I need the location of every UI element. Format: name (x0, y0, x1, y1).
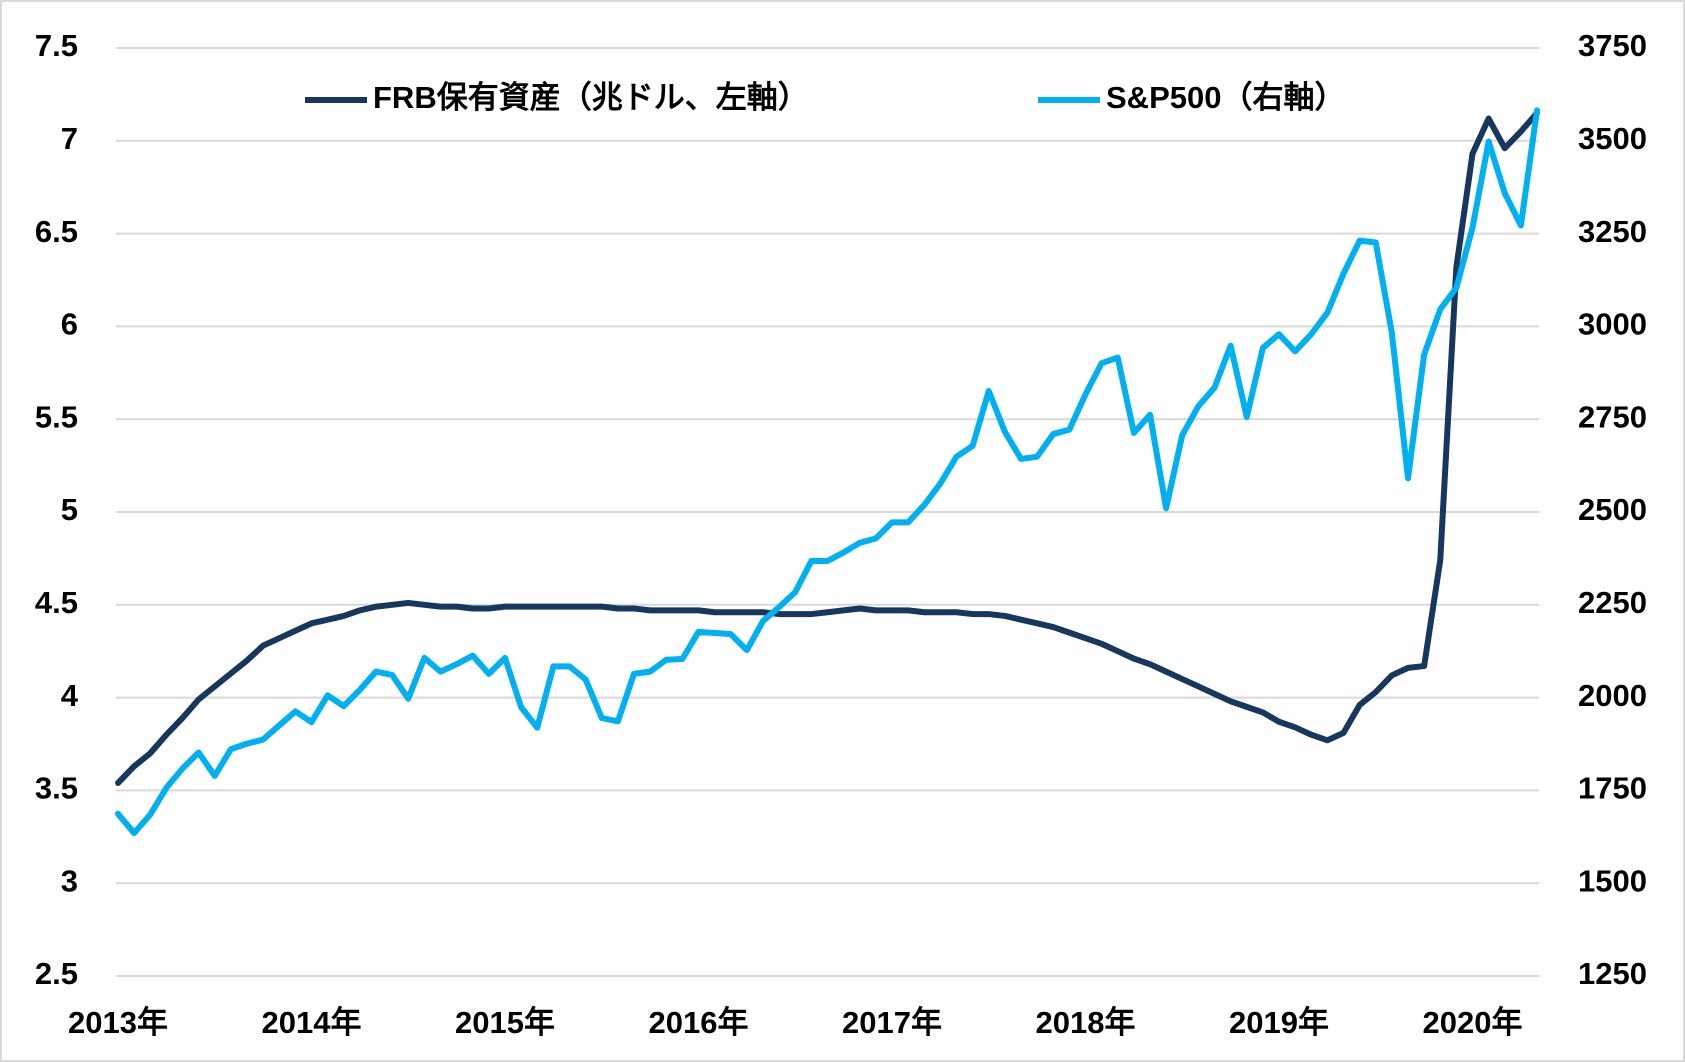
y2-tick-label: 2500 (1578, 492, 1647, 527)
y-tick-label: 5 (61, 492, 78, 527)
y-tick-label: 5.5 (35, 399, 78, 434)
y-tick-label: 3 (61, 863, 78, 898)
series-line (115, 109, 1540, 786)
x-tick-label: 2018年 (1036, 1005, 1136, 1040)
x-tick-label: 2019年 (1229, 1005, 1329, 1040)
y2-tick-label: 2000 (1578, 678, 1647, 713)
y-tick-label: 6.5 (35, 214, 78, 249)
x-tick-label: 2016年 (649, 1005, 749, 1040)
y2-tick-label: 2750 (1578, 399, 1647, 434)
y-tick-label: 3.5 (35, 771, 78, 806)
y2-tick-label: 3250 (1578, 214, 1647, 249)
y-tick-label: 6 (61, 307, 78, 342)
x-tick-label: 2020年 (1423, 1005, 1523, 1040)
y-tick-label: 7.5 (35, 28, 78, 63)
y-tick-label: 4 (61, 678, 79, 713)
y2-tick-label: 1750 (1578, 771, 1647, 806)
y-tick-label: 7 (61, 121, 78, 156)
x-tick-label: 2013年 (68, 1005, 168, 1040)
y-tick-label: 2.5 (35, 956, 78, 991)
y2-tick-label: 3750 (1578, 28, 1647, 63)
legend-label: FRB保有資産（兆ドル、左軸） (373, 80, 809, 115)
y2-tick-label: 3500 (1578, 121, 1647, 156)
legend-label: S&P500（右軸） (1106, 80, 1345, 115)
x-tick-label: 2014年 (262, 1005, 362, 1040)
y2-tick-label: 1250 (1578, 956, 1647, 991)
y2-tick-label: 2250 (1578, 585, 1647, 620)
series-line (115, 107, 1540, 837)
y-tick-label: 4.5 (35, 585, 78, 620)
y2-tick-label: 3000 (1578, 307, 1647, 342)
y2-tick-label: 1500 (1578, 863, 1647, 898)
x-tick-label: 2015年 (455, 1005, 555, 1040)
x-tick-label: 2017年 (842, 1005, 942, 1040)
